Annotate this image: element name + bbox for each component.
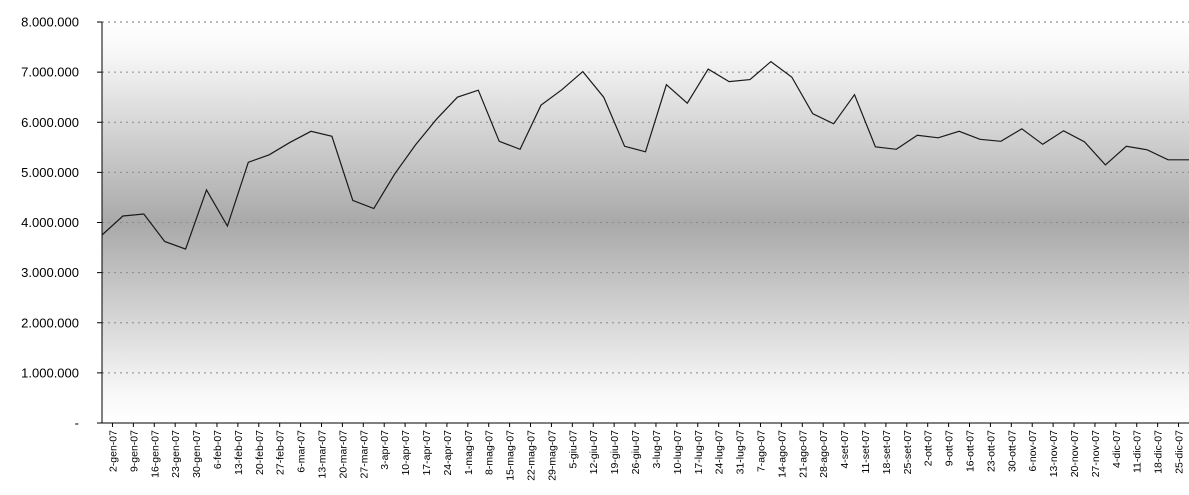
x-tick-label: 11-set-07 (860, 430, 872, 474)
x-tick-label: 7-ago-07 (755, 430, 767, 472)
x-axis-ticks: 2-gen-07 9-gen-07 16-gen-07 23-gen-07 30-gen… (107, 423, 1186, 481)
x-tick-label: 2-gen-07 (107, 430, 119, 472)
x-tick-label: 20-feb-07 (254, 430, 266, 475)
x-tick-label: 10-lug-07 (672, 430, 684, 475)
x-tick-label: 11-dic-07 (1132, 430, 1144, 473)
x-tick-label: 13-mar-07 (316, 430, 328, 479)
y-tick-label: 5.000.000 (21, 165, 79, 180)
x-tick-label: 30-gen-07 (191, 430, 203, 478)
x-tick-label: 18-set-07 (881, 430, 893, 475)
x-tick-label: 6-feb-07 (212, 430, 224, 469)
series-line (101, 60, 1189, 250)
x-tick-label: 24-apr-07 (442, 430, 454, 476)
x-tick-label: 22-mag-07 (526, 430, 538, 481)
x-tick-label: 3-apr-07 (379, 430, 391, 470)
x-tick-label: 25-dic-07 (1174, 430, 1186, 474)
x-tick-label: 17-apr-07 (421, 430, 433, 476)
x-tick-label: 14-ago-07 (776, 430, 788, 478)
y-axis-ticks: - 1.000.000 2.000.000 3.000.000 4.000.000 5.0… (21, 15, 102, 431)
x-tick-label: 24-lug-07 (714, 430, 726, 475)
x-tick-label: 26-giu-07 (630, 430, 642, 475)
y-tick-label: 3.000.000 (21, 265, 79, 280)
x-tick-label: 15-mag-07 (505, 430, 517, 481)
y-tick-label: 4.000.000 (21, 215, 79, 230)
x-tick-label: 27-mar-07 (358, 430, 370, 479)
x-tick-label: 6-nov-07 (1027, 430, 1039, 472)
y-tick-label: 6.000.000 (21, 115, 79, 130)
x-tick-label: 9-ott-07 (944, 430, 956, 466)
x-tick-label: 30-ott-07 (1006, 430, 1018, 472)
x-tick-label: 10-apr-07 (400, 430, 412, 476)
x-tick-label: 6-mar-07 (296, 430, 308, 473)
x-tick-label: 31-lug-07 (735, 430, 747, 475)
x-tick-label: 25-set-07 (902, 430, 914, 475)
x-tick-label: 28-ago-07 (818, 430, 830, 478)
x-tick-label: 13-feb-07 (233, 430, 245, 475)
x-tick-label: 18-dic-07 (1153, 430, 1165, 474)
y-tick-label: 7.000.000 (21, 65, 79, 80)
x-tick-label: 3-lug-07 (651, 430, 663, 469)
x-tick-label: 2-ott-07 (923, 430, 935, 466)
x-tick-label: 27-feb-07 (275, 430, 287, 475)
x-tick-label: 12-giu-07 (588, 430, 600, 475)
y-tick-label: - (75, 416, 79, 431)
y-tick-label: 2.000.000 (21, 315, 79, 330)
x-tick-label: 5-giu-07 (567, 430, 579, 469)
gridlines (102, 21, 1189, 374)
x-tick-label: 21-ago-07 (797, 430, 809, 478)
x-tick-label: 9-gen-07 (128, 430, 140, 472)
x-tick-label: 16-ott-07 (965, 430, 977, 472)
x-tick-label: 16-gen-07 (149, 430, 161, 478)
x-tick-label: 20-mar-07 (337, 430, 349, 479)
x-tick-label: 19-giu-07 (609, 430, 621, 475)
y-tick-label: 8.000.000 (21, 15, 79, 30)
x-tick-label: 23-ott-07 (985, 430, 997, 472)
y-tick-label: 1.000.000 (21, 365, 79, 380)
x-tick-label: 27-nov-07 (1090, 430, 1102, 477)
x-tick-label: 13-nov-07 (1048, 430, 1060, 477)
x-tick-label: 20-nov-07 (1069, 430, 1081, 477)
x-tick-label: 29-mag-07 (546, 430, 558, 481)
x-tick-label: 23-gen-07 (170, 430, 182, 478)
x-tick-label: 4-dic-07 (1111, 430, 1123, 468)
x-tick-label: 1-mag-07 (463, 430, 475, 475)
x-tick-label: 4-set-07 (839, 430, 851, 469)
x-tick-label: 17-lug-07 (693, 430, 705, 475)
x-tick-label: 8-mag-07 (484, 430, 496, 475)
